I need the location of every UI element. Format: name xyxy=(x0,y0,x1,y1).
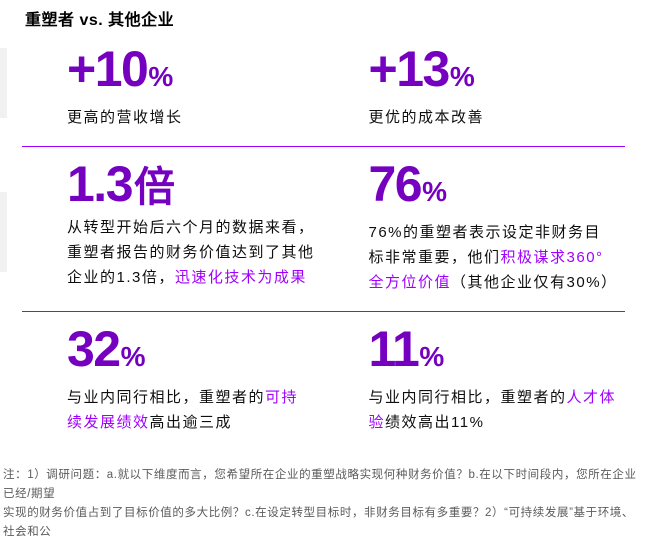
carousel-peek-artifact xyxy=(0,192,7,272)
stat-value: 11% xyxy=(369,324,626,380)
stat-row: 32% 与业内同行相比，重塑者的可持 续发展绩效高出逾三成 11% 与业内同行相… xyxy=(22,312,625,441)
stat-card-financial-value: 1.3倍 从转型开始后六个月的数据来看， 重塑者报告的财务价值达到了其他 企业的… xyxy=(22,147,324,311)
stat-unit: 倍 xyxy=(134,164,176,210)
footnotes: 注：1）调研问题：a.就以下维度而言，您希望所在企业的重塑战略实现何种财务价值？… xyxy=(3,447,643,536)
stat-value: 32% xyxy=(67,324,324,380)
stat-value: 76% xyxy=(369,159,626,215)
stat-description: 从转型开始后六个月的数据来看， 重塑者报告的财务价值达到了其他 企业的1.3倍，… xyxy=(67,219,315,286)
stat-description: 76%的重塑者表示设定非财务目 标非常重要，他们积极谋求360° 全方位价值（其… xyxy=(368,224,618,291)
stat-number: 76 xyxy=(368,156,423,212)
stat-number: 32 xyxy=(67,321,121,377)
footnote-note: 注：1）调研问题：a.就以下维度而言，您希望所在企业的重塑战略实现何种财务价值？… xyxy=(3,469,637,536)
stat-unit: % xyxy=(449,61,475,92)
stat-card-talent-experience: 11% 与业内同行相比，重塑者的人才体 验绩效高出11% xyxy=(324,312,626,441)
stats-grid: +10% 更高的营收增长 +13% 更优的成本改善 1.3倍 从转型开始后六个月… xyxy=(22,32,625,441)
carousel-peek-artifact xyxy=(0,48,7,118)
stat-value: +13% xyxy=(369,44,626,100)
stat-unit: % xyxy=(120,341,146,372)
stat-unit: % xyxy=(422,176,447,207)
page-title: 重塑者 vs. 其他企业 xyxy=(25,12,175,29)
stat-row: +10% 更高的营收增长 +13% 更优的成本改善 xyxy=(22,32,625,147)
stat-row: 1.3倍 从转型开始后六个月的数据来看， 重塑者报告的财务价值达到了其他 企业的… xyxy=(22,147,625,312)
stat-value: +10% xyxy=(67,44,324,100)
stat-number: +10 xyxy=(67,41,149,97)
stat-value: 1.3倍 xyxy=(67,159,324,210)
stat-unit: % xyxy=(148,61,173,92)
stat-number: +13 xyxy=(368,41,451,97)
stat-number: 1.3 xyxy=(67,156,134,212)
stat-description: 与业内同行相比，重塑者的人才体 验绩效高出11% xyxy=(368,389,617,431)
stat-unit: % xyxy=(419,341,444,372)
stat-description: 更优的成本改善 xyxy=(368,109,485,126)
stat-description: 更高的营收增长 xyxy=(67,109,183,126)
stat-card-sustainability: 32% 与业内同行相比，重塑者的可持 续发展绩效高出逾三成 xyxy=(22,312,324,441)
stat-card-revenue-growth: +10% 更高的营收增长 xyxy=(22,32,324,146)
stat-number: 11 xyxy=(368,321,420,377)
stat-card-cost-improvement: +13% 更优的成本改善 xyxy=(324,32,626,146)
stat-card-nonfinancial-goals: 76% 76%的重塑者表示设定非财务目 标非常重要，他们积极谋求360° 全方位… xyxy=(324,147,626,311)
stat-description: 与业内同行相比，重塑者的可持 续发展绩效高出逾三成 xyxy=(67,389,299,431)
